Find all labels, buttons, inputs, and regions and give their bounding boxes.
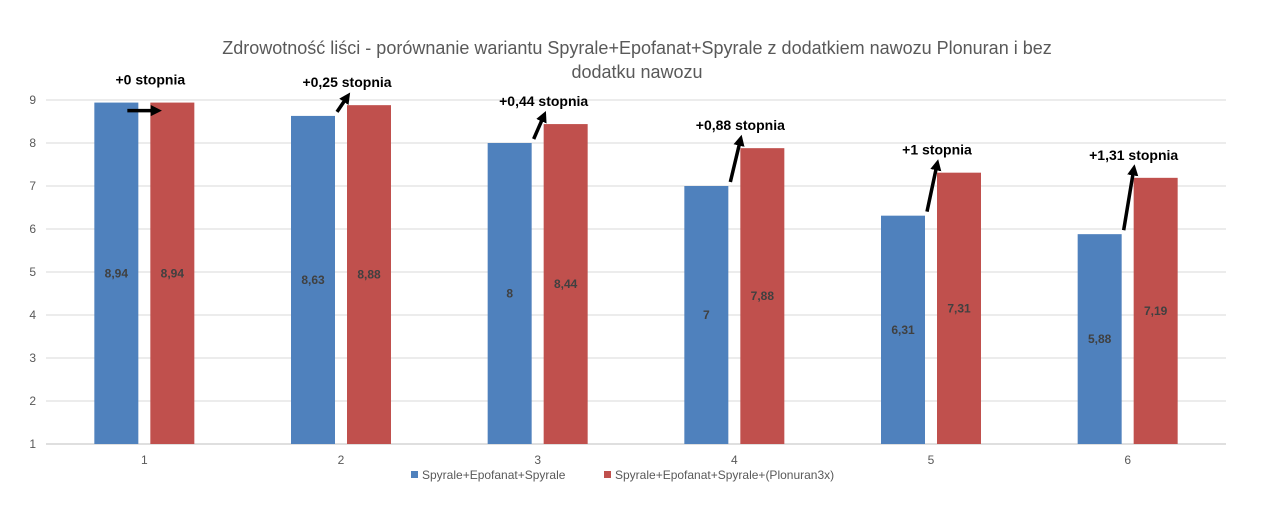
data-label: 7,19 [1144, 304, 1168, 318]
bar-series-1 [684, 186, 729, 444]
data-label: 7 [703, 308, 710, 322]
data-label: 6,31 [891, 323, 915, 337]
x-tick-label: 2 [338, 453, 345, 467]
bar-series-1 [881, 215, 925, 444]
x-tick-label: 5 [928, 453, 935, 467]
chart-title-line2: dodatku nawozu [571, 62, 702, 82]
data-labels: 8,94 8,94 8,63 8,88 8 8,44 7 7,88 6,31 7,31 5,88 7,… [105, 266, 1168, 346]
x-tick-label: 6 [1124, 453, 1131, 467]
x-tick-label: 1 [141, 453, 148, 467]
data-label: 8,94 [105, 266, 129, 280]
x-tick-label: 4 [731, 453, 738, 467]
y-tick-label: 2 [29, 394, 36, 408]
y-tick-label: 5 [29, 265, 36, 279]
legend: Spyrale+Epofanat+Spyrale Spyrale+Epofanat… [411, 468, 834, 482]
annotation-arrow [925, 159, 942, 213]
bars [94, 102, 1178, 445]
annotation-arrow [1121, 164, 1139, 231]
y-tick-label: 4 [29, 308, 36, 322]
legend-swatch [604, 471, 611, 478]
y-tick-label: 8 [29, 136, 36, 150]
bar-series-2 [150, 102, 195, 444]
bar-series-2 [937, 172, 981, 445]
annotation-label: +0,44 stopnia [499, 93, 588, 109]
gridlines: 1 2 3 4 5 6 7 8 9 [29, 93, 1226, 451]
x-axis: 1 2 3 4 5 6 [141, 453, 1131, 467]
annotations: +0 stopnia +0,25 stopnia +0,44 stopnia +0,8… [116, 72, 1178, 231]
annotation-label: +1 stopnia [902, 142, 972, 158]
annotation-label: +0,25 stopnia [302, 74, 391, 90]
y-tick-label: 3 [29, 351, 36, 365]
y-tick-label: 7 [29, 179, 36, 193]
legend-label: Spyrale+Epofanat+Spyrale+(Plonuran3x) [615, 468, 834, 482]
data-label: 8,63 [301, 273, 325, 287]
annotation-arrow [532, 110, 547, 140]
data-label: 7,31 [947, 301, 971, 315]
bar-series-2 [1133, 177, 1178, 444]
data-label: 8,88 [357, 268, 381, 282]
bar-series-1 [291, 115, 335, 444]
y-tick-label: 9 [29, 93, 36, 107]
y-tick-label: 1 [29, 437, 36, 451]
bar-series-2 [740, 148, 785, 444]
chart-title: Zdrowotność liści - porównanie wariantu … [222, 38, 1051, 58]
data-label: 8,44 [554, 277, 578, 291]
legend-swatch [411, 471, 418, 478]
annotation-arrow [728, 134, 745, 183]
annotation-label: +0,88 stopnia [696, 117, 785, 133]
bar-series-1 [94, 102, 139, 444]
y-tick-label: 6 [29, 222, 36, 236]
annotation-label: +0 stopnia [116, 72, 186, 88]
bar-series-1 [1077, 234, 1122, 444]
data-label: 5,88 [1088, 332, 1112, 346]
data-label: 8,94 [161, 266, 185, 280]
x-tick-label: 3 [534, 453, 541, 467]
bar-series-2 [347, 105, 391, 444]
annotation-label: +1,31 stopnia [1089, 147, 1178, 163]
bar-series-2 [543, 124, 588, 444]
data-label: 7,88 [751, 289, 775, 303]
legend-label: Spyrale+Epofanat+Spyrale [422, 468, 566, 482]
annotation-arrow [335, 92, 351, 113]
data-label: 8 [506, 287, 513, 301]
bar-series-1 [487, 143, 532, 444]
